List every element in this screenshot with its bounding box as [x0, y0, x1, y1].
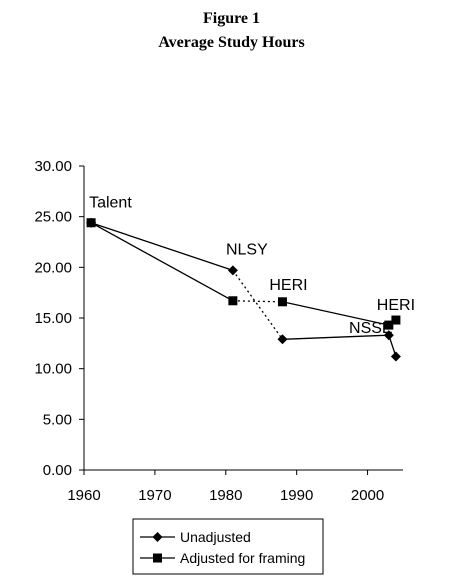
point-annotation: NSSE [349, 320, 393, 337]
legend-diamond-marker [152, 532, 163, 542]
point-annotation: HERI [269, 277, 307, 294]
y-tick-label: 25.00 [34, 209, 72, 226]
point-annotations: Talent NLSY HERI NSSE HERI [89, 195, 415, 337]
series-line-segment [90, 222, 234, 302]
x-tick-label: 1990 [280, 487, 313, 504]
y-tick-label: 10.00 [34, 361, 72, 378]
point-annotation: Talent [89, 195, 132, 212]
point-annotation: HERI [377, 297, 415, 314]
square-marker [86, 218, 96, 228]
diamond-marker [227, 265, 238, 276]
x-tick-label: 1980 [209, 487, 242, 504]
chart-title: Average Study Hours [158, 34, 305, 51]
x-tick-label: 1970 [138, 487, 171, 504]
point-annotation: NLSY [226, 241, 268, 258]
y-tick-label: 15.00 [34, 310, 72, 327]
diamond-marker [390, 351, 401, 362]
series-line-segment [282, 334, 397, 357]
y-tick-label: 5.00 [43, 411, 72, 428]
series-line-segment [232, 270, 284, 340]
axes: 0.00 5.00 10.00 15.00 20.00 25.00 30.00 1960 197… [34, 158, 403, 504]
series-line-segment [232, 300, 283, 303]
diamond-marker [277, 334, 288, 345]
y-tick-label: 20.00 [34, 259, 72, 276]
legend-square-marker [153, 553, 162, 563]
square-marker [277, 297, 287, 307]
legend-box [132, 518, 324, 575]
figure-label: Figure 1 [202, 10, 261, 27]
y-tick-label: 0.00 [43, 462, 72, 479]
legend-label: Unadjusted [180, 529, 251, 545]
data-markers [86, 217, 401, 362]
square-marker [384, 320, 394, 330]
x-tick-label: 1960 [67, 487, 100, 504]
series-line-segment [90, 222, 234, 272]
x-tick-label: 2000 [351, 487, 384, 504]
square-marker [391, 315, 401, 325]
legend-label: Adjusted for framing [180, 550, 305, 566]
legend: Unadjusted Adjusted for framing [132, 518, 324, 575]
diamond-marker [383, 330, 394, 341]
square-marker [228, 296, 238, 306]
y-tick-label: 30.00 [34, 158, 72, 175]
